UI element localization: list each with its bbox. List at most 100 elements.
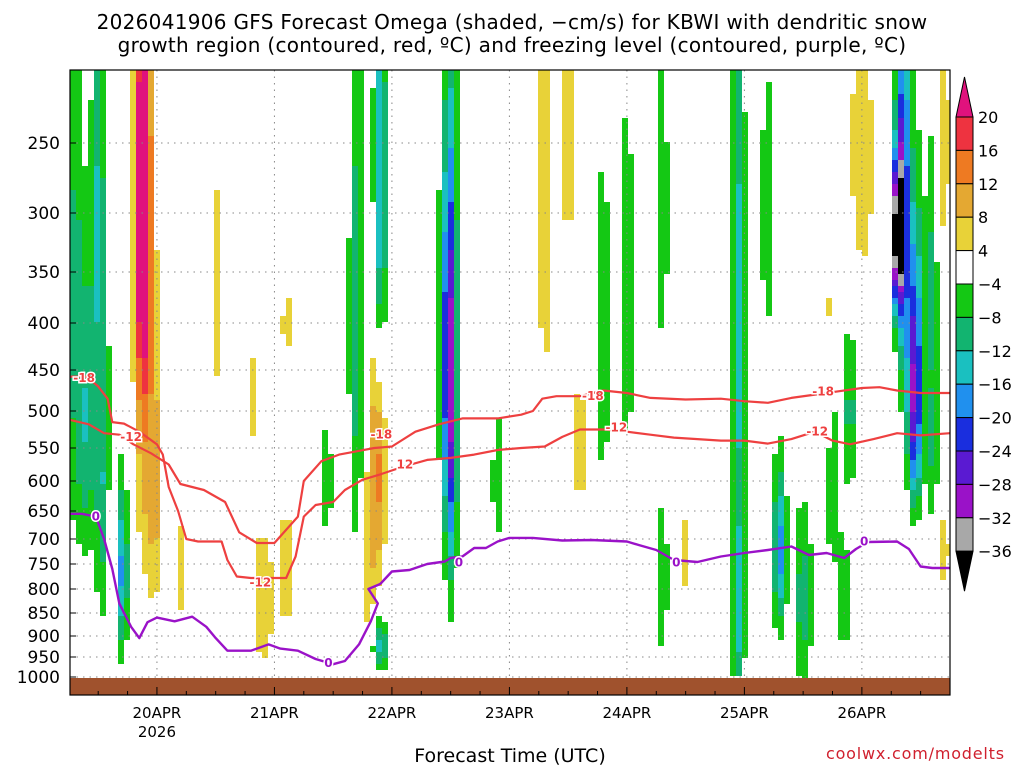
omega-cell <box>448 442 454 478</box>
omega-cell <box>148 544 154 598</box>
y-tick-label: 850 <box>28 604 60 624</box>
omega-cell <box>382 70 388 82</box>
omega-cell <box>544 70 550 352</box>
omega-cell <box>442 532 448 580</box>
omega-cell <box>916 256 922 298</box>
omega-cell <box>70 190 76 418</box>
omega-cell <box>898 286 904 292</box>
y-tick-label: 1000 <box>17 668 60 688</box>
contour-label: -12 <box>806 425 828 439</box>
x-tick-label: 26APR <box>837 704 886 722</box>
omega-cell <box>142 394 148 442</box>
omega-cell <box>376 454 382 502</box>
omega-cell <box>856 70 862 250</box>
omega-cell <box>454 220 460 502</box>
colorbar-segment <box>955 350 974 385</box>
y-tick-label: 650 <box>28 502 60 522</box>
omega-cell <box>916 454 922 478</box>
omega-cell <box>802 640 808 682</box>
omega-cell <box>118 520 124 556</box>
omega-cell <box>214 190 220 376</box>
omega-cell <box>598 172 604 460</box>
omega-cell <box>82 388 88 442</box>
omega-cell <box>730 70 736 676</box>
omega-cell <box>442 70 448 100</box>
omega-cell <box>946 544 950 556</box>
freezing-level-contour-line <box>70 512 950 666</box>
omega-cell <box>448 298 454 442</box>
omega-cell <box>922 196 928 484</box>
omega-cell <box>70 418 76 520</box>
omega-cell <box>442 460 448 496</box>
omega-cell <box>898 292 904 304</box>
omega-cell <box>286 520 292 616</box>
omega-cell <box>910 460 916 478</box>
colorbar-tick-label: −4 <box>978 275 1002 294</box>
omega-cell <box>910 316 916 364</box>
omega-cell <box>382 418 388 544</box>
contour-label: 0 <box>860 535 868 549</box>
omega-cell <box>916 424 922 454</box>
omega-cell <box>928 388 934 466</box>
omega-cell <box>382 82 388 268</box>
omega-cell <box>70 70 76 190</box>
omega-cell <box>778 526 784 574</box>
colorbar: 20 16 12 8 4 −4 −8 −12 −16 −20 −24 −28 −32 −36 <box>955 76 1012 592</box>
omega-cell <box>442 232 448 292</box>
omega-cell <box>766 82 772 316</box>
contour-label: 0 <box>324 656 332 670</box>
omega-cell <box>436 190 442 460</box>
omega-cell <box>772 454 778 502</box>
omega-cell <box>106 346 112 490</box>
omega-cell <box>382 622 388 634</box>
omega-cell <box>454 70 460 220</box>
omega-cell <box>448 250 454 298</box>
omega-cell <box>118 556 124 586</box>
omega-cell <box>850 94 856 196</box>
omega-cell <box>76 220 82 484</box>
omega-cell <box>910 508 916 526</box>
contour-label: -18 <box>582 389 604 403</box>
omega-cell <box>568 70 574 220</box>
omega-cell <box>940 70 946 226</box>
y-tick-label: 300 <box>28 204 60 224</box>
chart-title-line-1: 2026041906 GFS Forecast Omega (shaded, −… <box>96 10 928 34</box>
omega-cell <box>910 148 916 202</box>
omega-cell <box>118 640 124 664</box>
omega-cell <box>250 358 256 436</box>
omega-cell <box>910 490 916 508</box>
dgz-contour-line <box>70 375 140 433</box>
colorbar-segment <box>955 183 974 218</box>
omega-cell <box>796 508 802 574</box>
colorbar-segment <box>955 517 974 552</box>
omega-cell <box>376 616 382 628</box>
omega-cell <box>370 358 376 406</box>
y-tick-label: 750 <box>28 555 60 575</box>
omega-cell <box>898 304 904 316</box>
omega-cell <box>448 556 454 580</box>
omega-cell <box>898 94 904 118</box>
colorbar-tick-label: 12 <box>978 175 998 194</box>
omega-cell <box>124 490 130 544</box>
contour-label: -12 <box>605 420 627 434</box>
omega-cell <box>892 328 898 352</box>
colorbar-tick-label: 4 <box>978 242 988 261</box>
omega-cell <box>910 70 916 148</box>
omega-cell <box>916 130 922 208</box>
omega-cell <box>370 406 376 568</box>
omega-cell <box>454 502 460 568</box>
omega-cell <box>916 208 922 256</box>
omega-cell <box>580 400 586 490</box>
omega-cell <box>118 616 124 640</box>
omega-cell <box>736 526 742 652</box>
x-tick-label: 21APR <box>250 704 299 722</box>
omega-cell <box>898 178 904 274</box>
contour-label: 0 <box>672 556 680 570</box>
omega-cell <box>736 652 742 676</box>
omega-cell <box>904 166 910 298</box>
colorbar-tick-label: −32 <box>978 509 1012 528</box>
y-tick-label: 950 <box>28 648 60 668</box>
x-axis: 20APR 21APR 22APR 23APR 24APR 25APR 26APR 2026 <box>97 687 951 741</box>
omega-cell <box>130 70 136 382</box>
